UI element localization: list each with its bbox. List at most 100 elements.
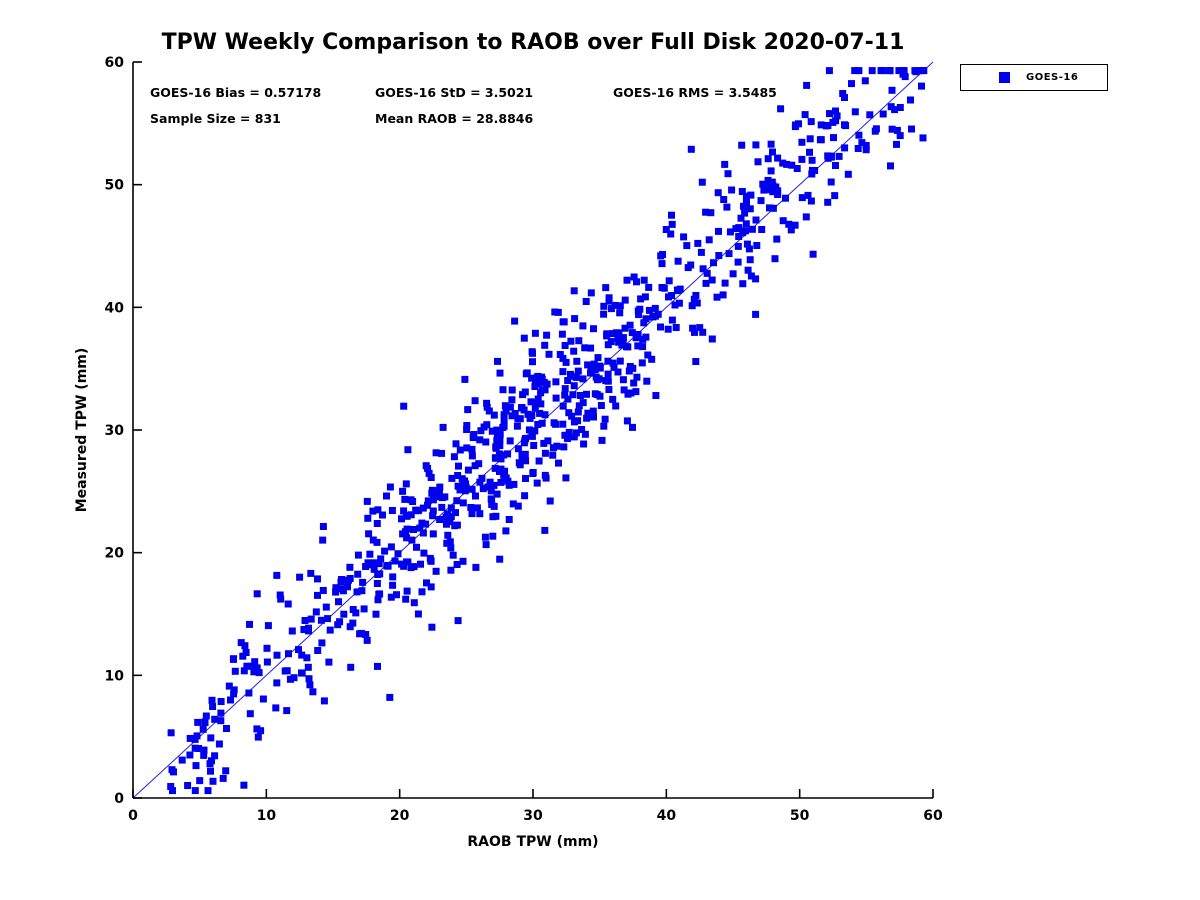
data-point <box>848 80 855 88</box>
data-point <box>556 351 564 358</box>
data-point <box>389 573 397 581</box>
data-point <box>841 144 849 152</box>
data-point <box>402 480 410 488</box>
data-point <box>861 77 869 85</box>
data-point <box>567 337 575 345</box>
data-point <box>662 226 670 233</box>
data-point <box>578 426 586 433</box>
data-point <box>542 474 550 482</box>
data-point <box>702 208 710 216</box>
data-point <box>489 513 497 521</box>
data-point <box>783 160 791 168</box>
data-point <box>623 276 631 284</box>
data-point <box>699 328 707 336</box>
data-point <box>816 136 824 144</box>
data-point <box>693 299 701 307</box>
data-point <box>453 561 461 568</box>
data-point <box>283 667 291 675</box>
data-point <box>699 265 707 273</box>
data-point <box>855 131 863 139</box>
data-point <box>832 162 839 169</box>
data-point <box>612 402 620 410</box>
data-point <box>739 229 747 237</box>
data-point <box>483 399 491 407</box>
data-point <box>541 449 549 457</box>
data-point <box>798 155 806 163</box>
data-point <box>604 377 612 385</box>
data-point <box>614 368 622 376</box>
data-point <box>721 160 729 168</box>
data-point <box>572 429 580 437</box>
data-point <box>354 570 362 578</box>
data-point <box>483 403 491 411</box>
data-point <box>879 110 887 118</box>
data-point <box>468 445 476 453</box>
data-point <box>496 436 504 444</box>
data-point <box>346 575 354 582</box>
data-point <box>591 366 599 373</box>
data-point <box>518 404 526 411</box>
data-point <box>298 669 306 677</box>
data-point <box>619 376 627 384</box>
data-point <box>584 409 592 417</box>
data-point <box>464 466 472 474</box>
data-point <box>488 427 496 435</box>
data-point <box>697 248 705 256</box>
data-point <box>370 565 378 573</box>
data-point <box>643 377 651 385</box>
data-point <box>649 313 657 321</box>
data-point <box>581 430 589 438</box>
data-point <box>467 504 475 511</box>
data-point <box>541 341 549 349</box>
data-point <box>209 777 217 785</box>
data-point <box>651 304 659 312</box>
data-point <box>658 260 666 268</box>
data-point <box>689 324 697 332</box>
data-point <box>264 622 272 630</box>
data-point <box>533 374 541 382</box>
data-point <box>562 358 570 366</box>
data-point <box>364 514 372 522</box>
data-point <box>589 407 597 415</box>
data-point <box>531 404 539 412</box>
data-point <box>537 400 545 408</box>
data-point <box>296 573 304 581</box>
data-point <box>690 295 698 303</box>
data-point <box>705 236 713 244</box>
data-point <box>808 166 816 174</box>
data-point <box>528 432 536 440</box>
data-point <box>908 125 915 133</box>
data-point <box>432 567 440 575</box>
data-point <box>779 217 787 225</box>
data-point <box>833 112 841 120</box>
data-point <box>590 413 597 421</box>
data-point <box>824 198 832 206</box>
data-point <box>178 756 186 764</box>
data-point <box>527 398 535 406</box>
data-point <box>324 615 331 623</box>
data-point <box>674 257 682 265</box>
data-point <box>804 191 812 199</box>
data-point <box>365 530 373 538</box>
y-tick-label: 50 <box>105 178 125 194</box>
data-point <box>851 67 859 75</box>
data-point <box>400 507 408 515</box>
data-point <box>600 422 608 430</box>
data-point <box>752 310 760 318</box>
data-point <box>486 478 494 486</box>
data-point <box>427 583 435 591</box>
data-point <box>514 445 522 453</box>
data-point <box>319 587 327 594</box>
data-point <box>767 167 775 175</box>
data-point <box>752 275 760 283</box>
data-point <box>743 200 750 208</box>
data-point <box>207 734 215 742</box>
data-point <box>591 390 599 398</box>
data-point <box>245 689 253 697</box>
data-point <box>418 588 426 596</box>
data-point <box>456 486 464 494</box>
data-point <box>455 462 462 470</box>
data-point <box>832 107 839 115</box>
data-point <box>806 148 813 156</box>
